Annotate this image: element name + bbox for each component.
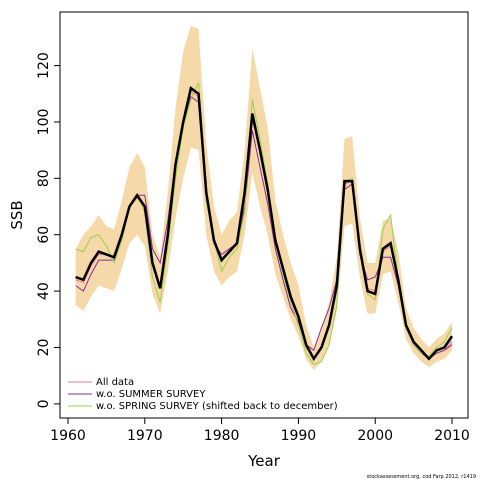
- y-tick-label: 120: [36, 52, 52, 79]
- x-tick-label: 1970: [127, 428, 163, 444]
- confidence-band: [75, 26, 453, 371]
- estimate-line: [75, 85, 454, 362]
- y-axis-label: SSB: [8, 200, 26, 229]
- y-tick-label: 60: [36, 226, 52, 244]
- y-tick-label: 100: [36, 109, 52, 136]
- x-tick-label: 1990: [281, 428, 317, 444]
- y-tick-label: 40: [36, 282, 52, 300]
- legend-label: w.o. SPRING SURVEY (shifted back to dece…: [96, 401, 338, 412]
- y-tick-label: 80: [36, 169, 52, 187]
- x-axis-label: Year: [247, 452, 281, 470]
- x-tick-label: 1960: [50, 428, 86, 444]
- footnote: stockassessment.org, cod Farp 2012, r141…: [367, 474, 476, 480]
- y-tick-label: 0: [36, 399, 52, 408]
- plot-frame: [59, 11, 469, 419]
- legend-label: w.o. SUMMER SURVEY: [96, 389, 206, 400]
- x-tick-label: 2010: [434, 428, 470, 444]
- legend-label: All data: [96, 377, 134, 388]
- x-tick-label: 2000: [357, 428, 393, 444]
- x-tick-label: 1980: [204, 428, 240, 444]
- y-tick-label: 20: [36, 339, 52, 357]
